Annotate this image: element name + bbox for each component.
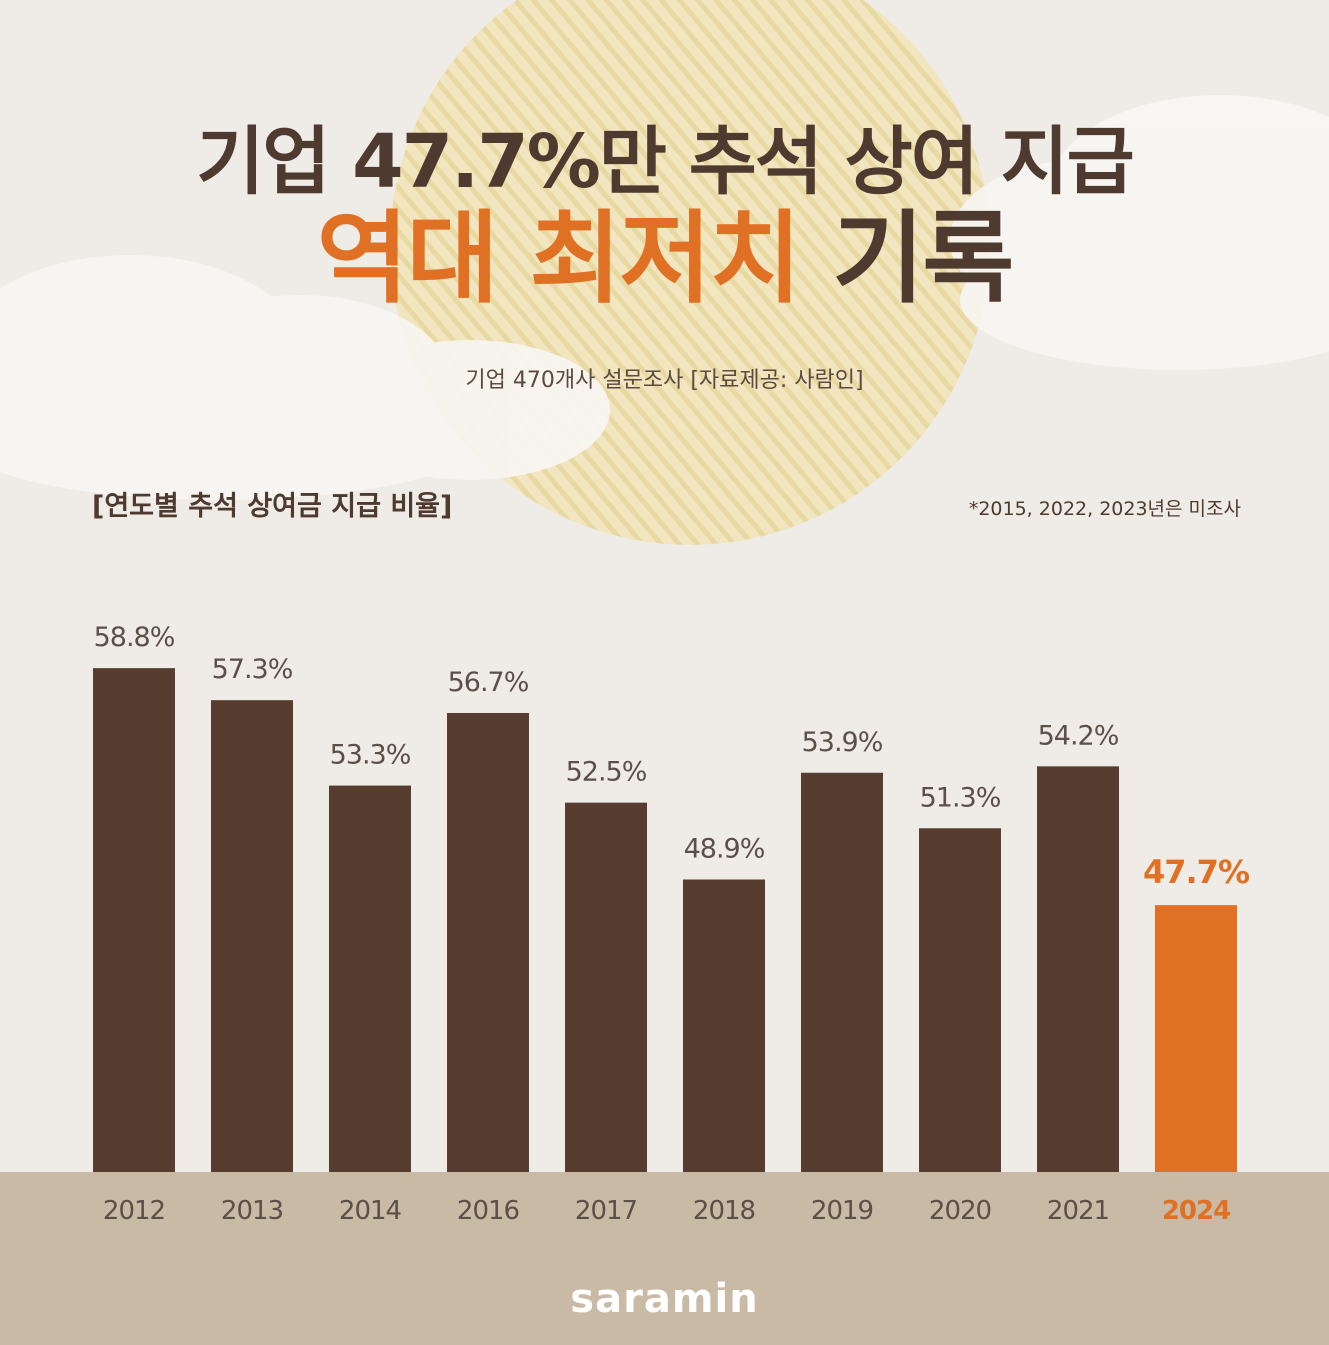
x-tick-2014: 2014 [339, 1196, 402, 1226]
x-tick-2021: 2021 [1047, 1196, 1109, 1226]
headline-rest: 기록 [832, 200, 1014, 317]
headline-line1: 기업 47.7%만 추석 상여 지급 [196, 119, 1135, 205]
value-label-2021: 54.2% [1038, 720, 1119, 751]
headline-line2: 역대 최저치 기록 [0, 200, 1329, 318]
chart-heading: [연도별 추석 상여금 지급 비율] [92, 491, 453, 522]
value-label-2019: 53.9% [802, 727, 883, 758]
bar-2024 [1155, 905, 1237, 1172]
chart-ground [0, 1172, 1329, 1345]
survey-source: 기업 470개사 설문조사 [자료제공: 사람인] [465, 368, 864, 393]
value-labels-group: 58.8% 57.3% 53.3% 56.7% 52.5% 48.9% 53.9% 51.3%… [94, 622, 1251, 891]
bar-2014 [329, 785, 411, 1172]
x-tick-2018: 2018 [693, 1196, 755, 1226]
x-tick-2013: 2013 [221, 1196, 283, 1226]
value-label-2024: 47.7% [1143, 853, 1250, 891]
x-tick-labels-group: 2012 2013 2014 2016 2017 2018 2019 2020 2021 2024 [103, 1196, 1231, 1226]
bar-2017 [565, 802, 647, 1172]
bar-2013 [211, 700, 293, 1172]
value-label-2016: 56.7% [448, 667, 529, 698]
bar-2021 [1037, 766, 1119, 1172]
cloud-right [950, 95, 1329, 370]
bar-2020 [919, 828, 1001, 1172]
bars-group [93, 668, 1237, 1172]
headline-accent: 역대 최저치 [316, 200, 802, 317]
chart-footnote: *2015, 2022, 2023년은 미조사 [968, 498, 1241, 520]
bar-2018 [683, 879, 765, 1172]
cloud-left [0, 255, 610, 500]
x-tick-2012: 2012 [103, 1196, 165, 1226]
value-label-2017: 52.5% [566, 757, 647, 788]
value-label-2020: 51.3% [920, 782, 1001, 813]
x-tick-2016: 2016 [457, 1196, 519, 1226]
bar-2012 [93, 668, 175, 1172]
bar-2016 [447, 712, 529, 1172]
value-label-2018: 48.9% [684, 834, 765, 865]
x-tick-2024: 2024 [1162, 1196, 1230, 1226]
value-label-2014: 53.3% [330, 740, 411, 771]
x-tick-2019: 2019 [811, 1196, 873, 1226]
x-tick-2020: 2020 [929, 1196, 991, 1226]
value-label-2013: 57.3% [212, 654, 293, 685]
bar-2019 [801, 772, 883, 1172]
value-label-2012: 58.8% [94, 622, 175, 653]
saramin-logo: saramin [570, 1276, 759, 1322]
x-tick-2017: 2017 [575, 1196, 637, 1226]
